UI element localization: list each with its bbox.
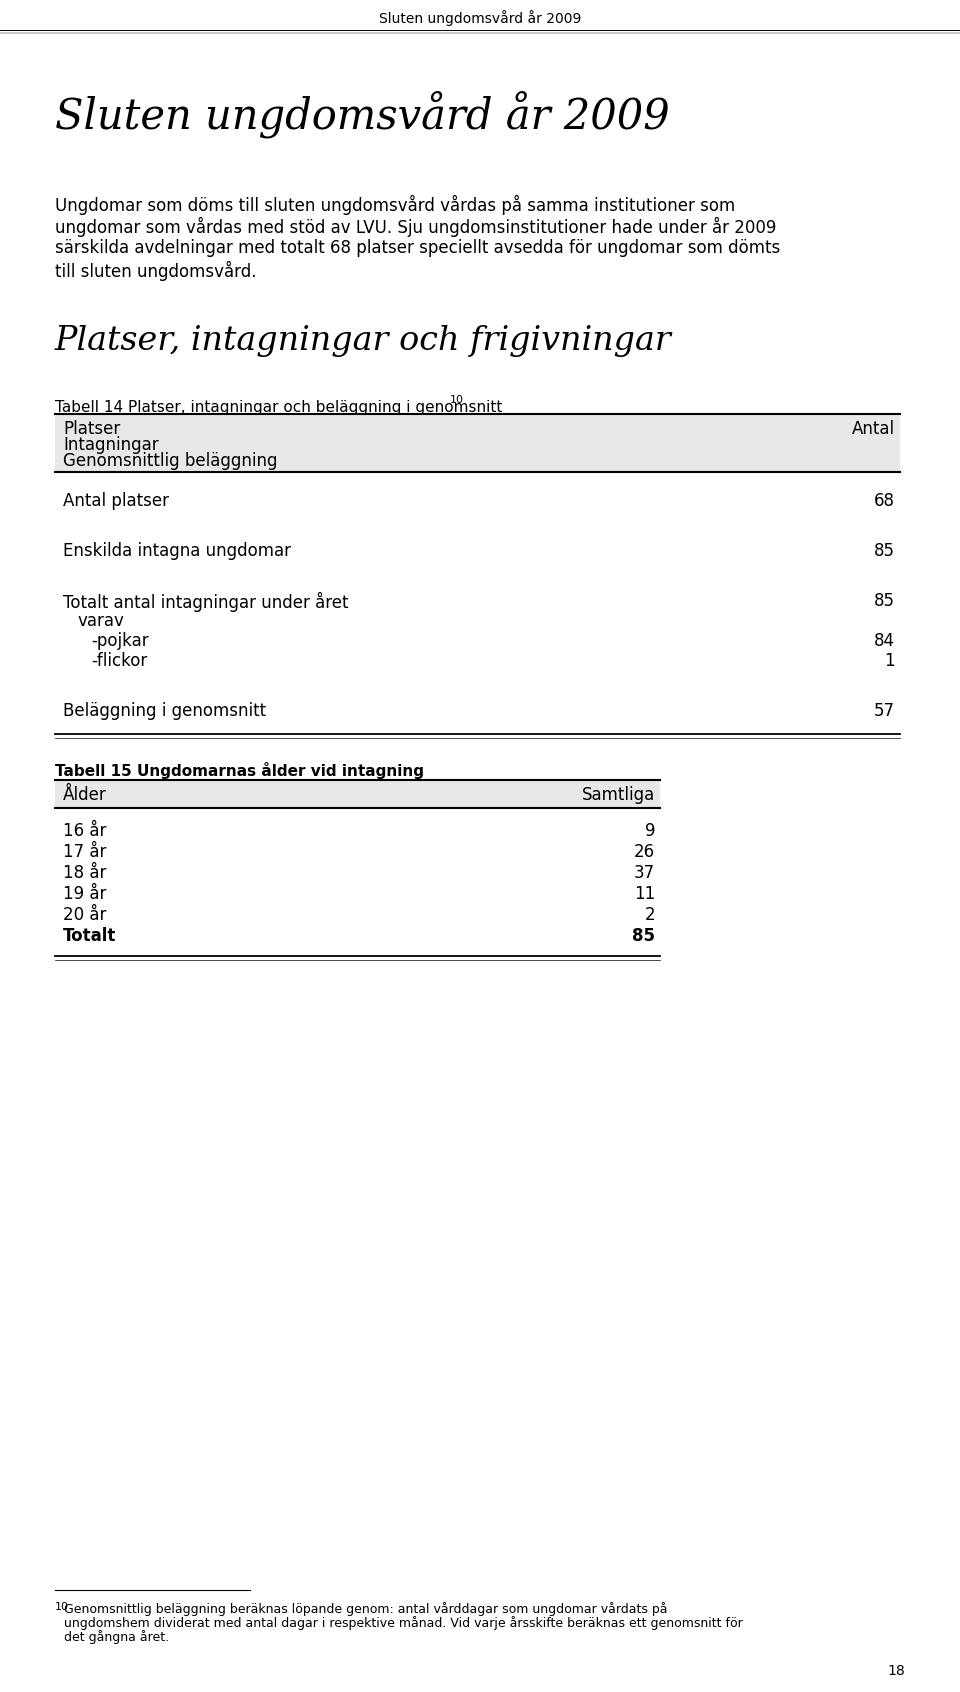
Text: 85: 85	[874, 541, 895, 560]
Text: 85: 85	[874, 592, 895, 611]
Text: Antal: Antal	[852, 420, 895, 438]
Bar	[55, 780, 660, 809]
Text: särskilda avdelningar med totalt 68 platser speciellt avsedda för ungdomar som d: särskilda avdelningar med totalt 68 plat…	[55, 239, 780, 257]
Text: Sluten ungdomsvård år 2009: Sluten ungdomsvård år 2009	[379, 10, 581, 25]
Text: Intagningar: Intagningar	[63, 437, 158, 453]
Text: 68: 68	[874, 492, 895, 509]
Text: Tabell 15 Ungdomarnas ålder vid intagning: Tabell 15 Ungdomarnas ålder vid intagnin…	[55, 761, 424, 778]
Text: Platser, intagningar och frigivningar: Platser, intagningar och frigivningar	[55, 325, 672, 357]
Text: varav: varav	[77, 613, 124, 629]
Text: Ålder: Ålder	[63, 787, 107, 804]
Text: det gångna året.: det gångna året.	[64, 1629, 169, 1645]
Text: 37: 37	[634, 865, 655, 882]
Text: ungdomar som vårdas med stöd av LVU. Sju ungdomsinstitutioner hade under år 2009: ungdomar som vårdas med stöd av LVU. Sju…	[55, 217, 777, 237]
Text: Genomsnittlig beläggning beräknas löpande genom: antal vårddagar som ungdomar vå: Genomsnittlig beläggning beräknas löpand…	[64, 1602, 667, 1616]
Text: -flickor: -flickor	[91, 651, 147, 670]
Text: 1: 1	[884, 651, 895, 670]
Text: Antal platser: Antal platser	[63, 492, 169, 509]
Text: 9: 9	[644, 822, 655, 839]
Text: ungdomshem dividerat med antal dagar i respektive månad. Vid varje årsskifte ber: ungdomshem dividerat med antal dagar i r…	[64, 1616, 743, 1629]
Text: Sluten ungdomsvård år 2009: Sluten ungdomsvård år 2009	[55, 90, 670, 137]
Text: Ungdomar som döms till sluten ungdomsvård vårdas på samma institutioner som: Ungdomar som döms till sluten ungdomsvår…	[55, 195, 735, 215]
Text: 17 år: 17 år	[63, 843, 107, 861]
Text: -pojkar: -pojkar	[91, 633, 149, 650]
Bar	[55, 415, 900, 472]
Text: Totalt antal intagningar under året: Totalt antal intagningar under året	[63, 592, 348, 613]
Text: 10: 10	[450, 394, 464, 404]
Text: Samtliga: Samtliga	[582, 787, 655, 804]
Text: 26: 26	[634, 843, 655, 861]
Text: 85: 85	[632, 927, 655, 946]
Text: 19 år: 19 år	[63, 885, 107, 904]
Text: 57: 57	[874, 702, 895, 721]
Text: 11: 11	[634, 885, 655, 904]
Text: 16 år: 16 år	[63, 822, 107, 839]
Text: Beläggning i genomsnitt: Beläggning i genomsnitt	[63, 702, 266, 721]
Text: 18: 18	[887, 1663, 905, 1678]
Text: Genomsnittlig beläggning: Genomsnittlig beläggning	[63, 452, 277, 470]
Text: 20 år: 20 år	[63, 905, 107, 924]
Text: Totalt: Totalt	[63, 927, 116, 946]
Text: till sluten ungdomsvård.: till sluten ungdomsvård.	[55, 261, 256, 281]
Text: Enskilda intagna ungdomar: Enskilda intagna ungdomar	[63, 541, 291, 560]
Text: 2: 2	[644, 905, 655, 924]
Text: 10: 10	[55, 1602, 69, 1612]
Text: Platser: Platser	[63, 420, 120, 438]
Text: 84: 84	[874, 633, 895, 650]
Text: 18 år: 18 år	[63, 865, 107, 882]
Text: Tabell 14 Platser, intagningar och beläggning i genomsnitt: Tabell 14 Platser, intagningar och beläg…	[55, 399, 502, 415]
